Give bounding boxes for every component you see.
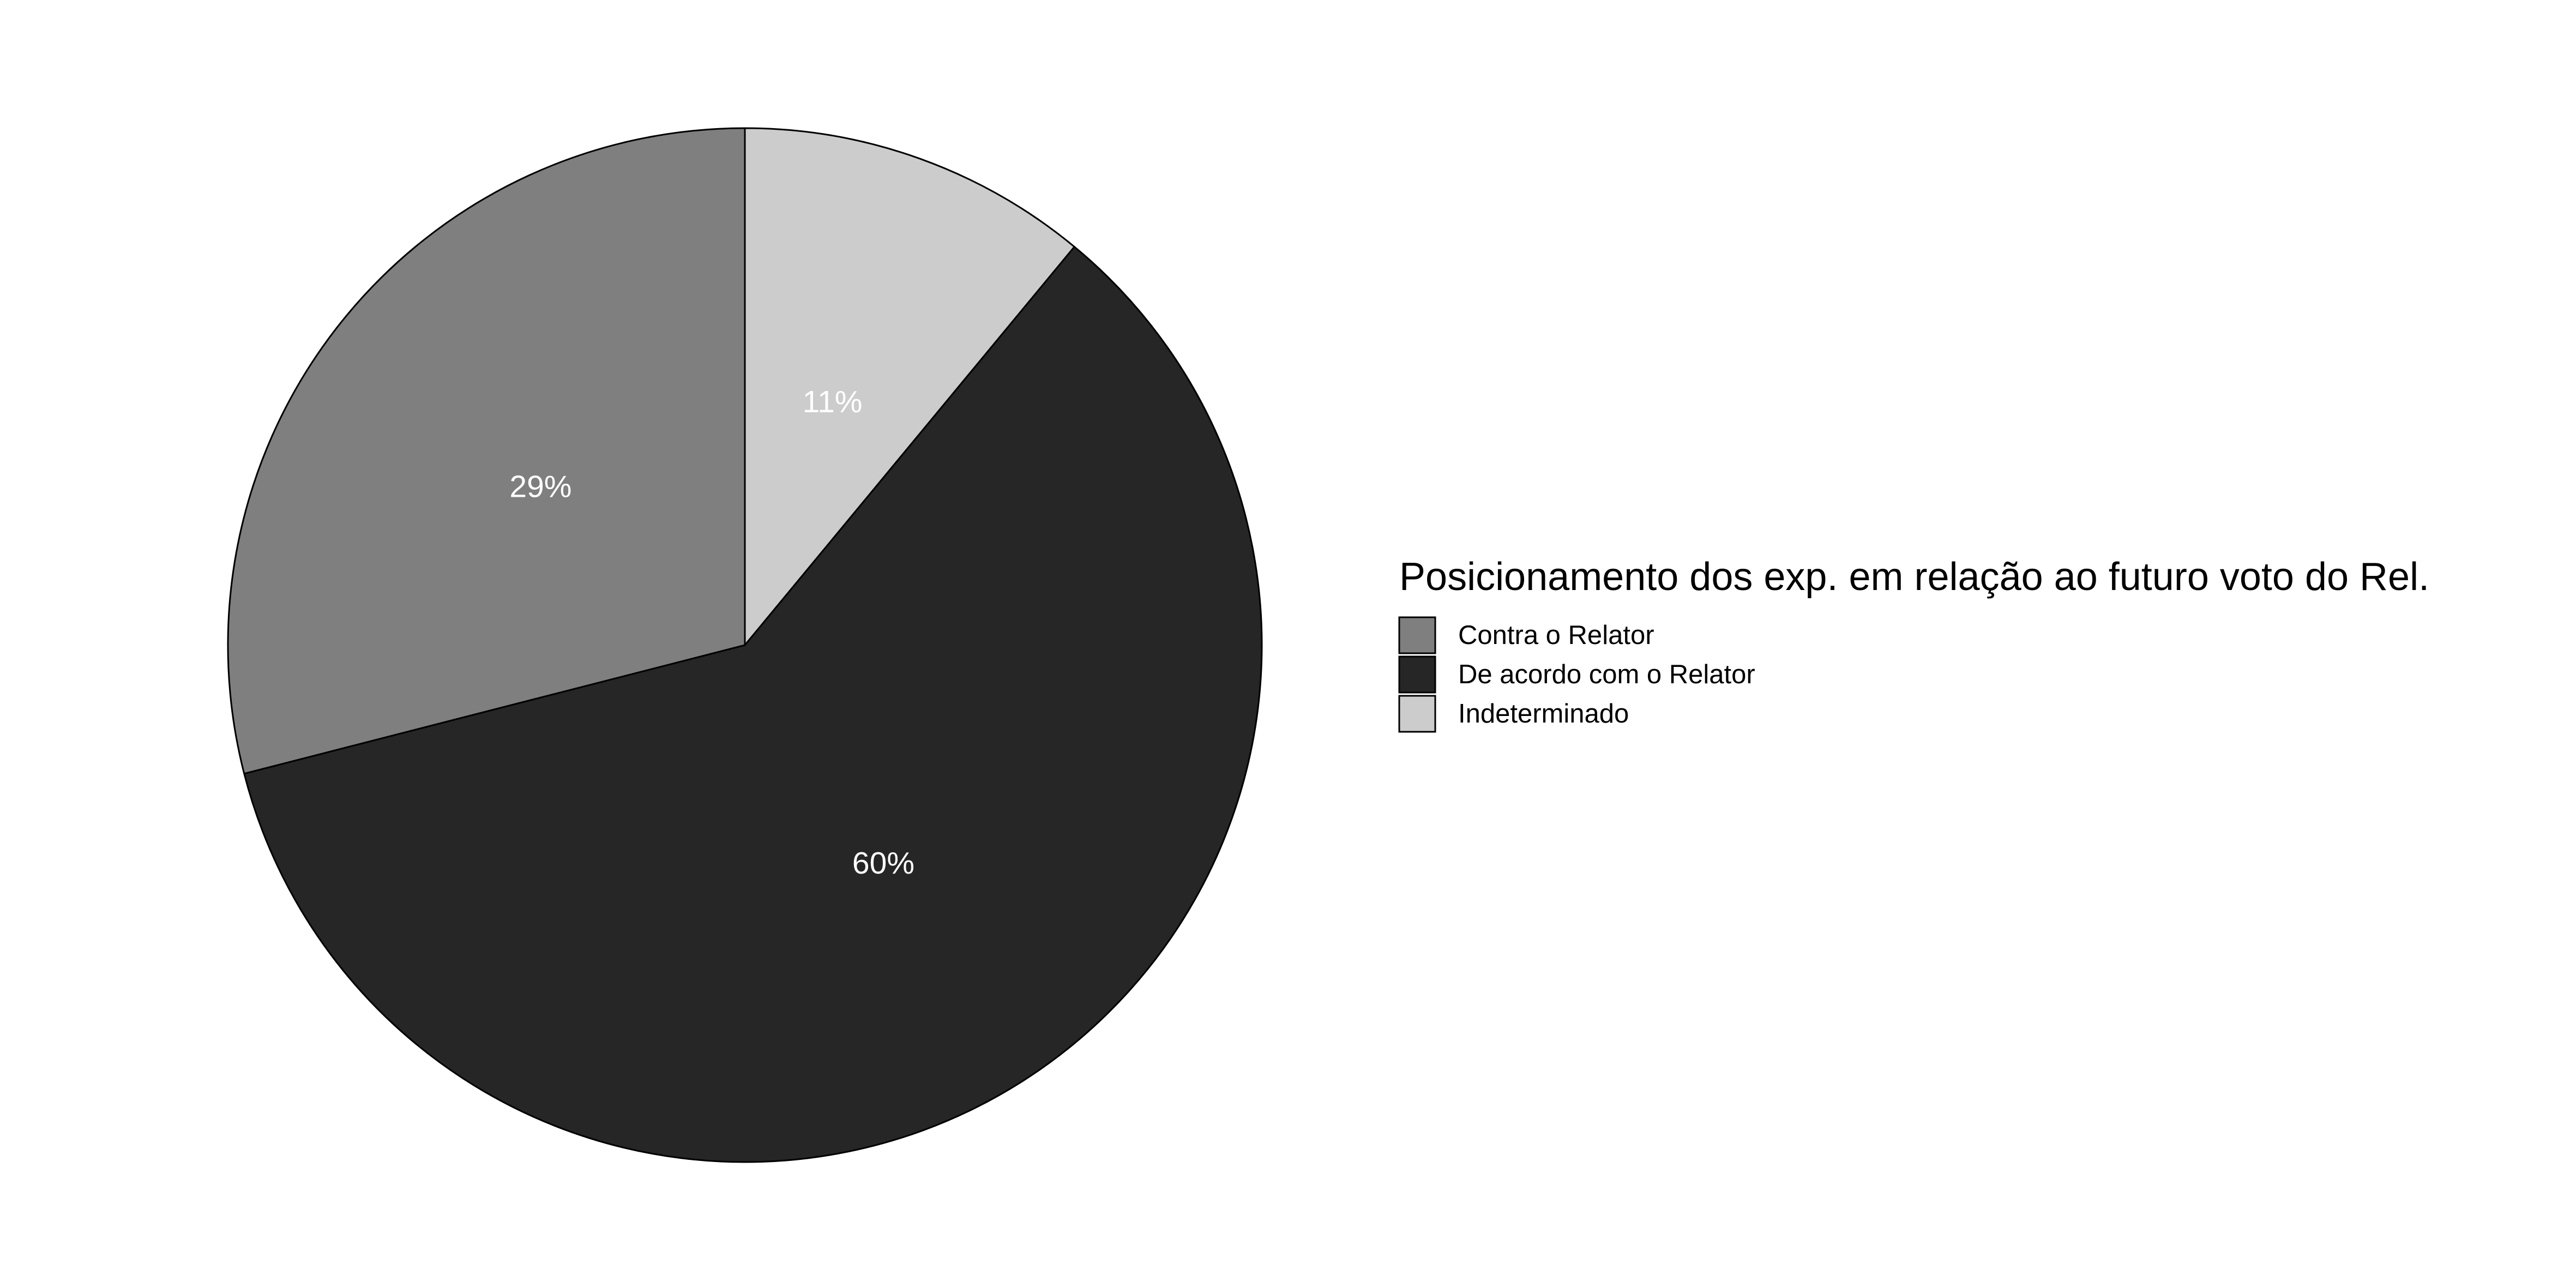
legend-key [1398,655,1436,694]
legend-key [1398,695,1436,733]
legend-items: Contra o Relator De acordo com o Relator I… [1398,616,1755,733]
legend-key [1398,616,1436,654]
legend-label: Indeterminado [1458,699,1629,729]
pie-slice-label: 29% [509,469,571,504]
pie-slice-label: 11% [803,384,863,419]
legend-label: De acordo com o Relator [1458,660,1755,689]
legend-label: Contra o Relator [1458,621,1654,650]
pie-slices [227,127,1263,1163]
pie-slice [744,127,1075,646]
legend: Posicionamento dos exp. em relação ao fu… [1398,555,2429,733]
pie-slice-labels: 11% 60% 29% [509,384,914,881]
pie-slice-label: 60% [852,846,914,881]
pie-slice [227,127,746,775]
legend-title: Posicionamento dos exp. em relação ao fu… [1399,555,2429,599]
pie-slice [243,246,1263,1163]
